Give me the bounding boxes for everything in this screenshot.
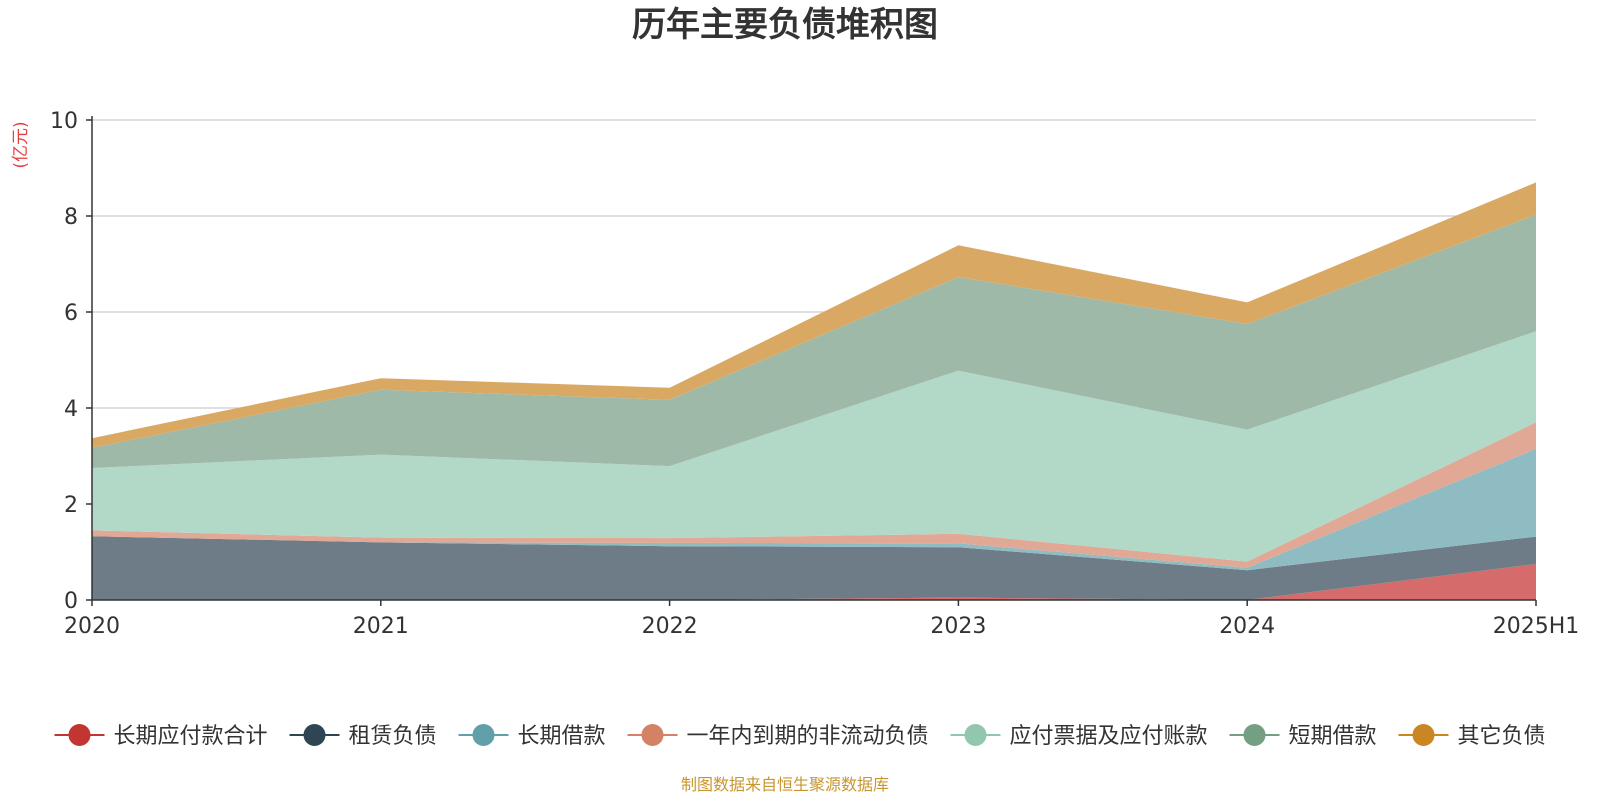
- legend-item-1[interactable]: 租赁负债: [289, 724, 437, 749]
- legend-label: 其它负债: [1458, 724, 1546, 749]
- y-axis-unit-label: (亿元): [11, 121, 31, 168]
- y-tick-label: 4: [64, 397, 78, 422]
- legend-item-6[interactable]: 其它负债: [1398, 724, 1546, 749]
- legend-circle-icon: [472, 724, 495, 746]
- y-tick-label: 8: [64, 205, 78, 230]
- legend-circle-icon: [964, 724, 987, 746]
- legend-circle-icon: [303, 724, 326, 746]
- area-series-3: [92, 422, 1536, 568]
- legend-circle-icon: [68, 724, 91, 746]
- legend-label: 一年内到期的非流动负债: [687, 724, 929, 749]
- data-source-note: 制图数据来自恒生聚源数据库: [681, 775, 889, 794]
- area-series-6: [92, 182, 1536, 448]
- legend-item-5[interactable]: 短期借款: [1229, 724, 1377, 749]
- legend-item-3[interactable]: 一年内到期的非流动负债: [627, 724, 929, 749]
- area-series-group: [92, 182, 1536, 600]
- legend-label: 短期借款: [1289, 724, 1377, 749]
- area-series-2: [92, 448, 1536, 571]
- legend-label: 租赁负债: [349, 724, 437, 749]
- x-tick-label: 2025H1: [1493, 614, 1580, 639]
- legend-circle-icon: [1243, 724, 1266, 746]
- area-series-5: [92, 214, 1536, 468]
- legend-item-2[interactable]: 长期借款: [458, 724, 606, 749]
- legend-label: 长期借款: [518, 724, 606, 749]
- x-tick-label: 2023: [930, 614, 986, 639]
- legend-circle-icon: [641, 724, 664, 746]
- y-tick-label: 2: [64, 493, 78, 518]
- chart-title: 历年主要负债堆积图: [632, 5, 938, 45]
- legend-circle-icon: [1412, 724, 1435, 746]
- axes: 0 2 4 6 8 10 2020 2021 2022 2023 2024 2025H1: [50, 109, 1579, 639]
- y-tick-label: 0: [64, 589, 78, 614]
- legend-label: 应付票据及应付账款: [1010, 724, 1208, 749]
- legend-item-4[interactable]: 应付票据及应付账款: [950, 724, 1208, 749]
- x-tick-label: 2022: [642, 614, 698, 639]
- y-tick-label: 10: [50, 109, 78, 134]
- legend[interactable]: 长期应付款合计 租赁负债 长期借款 一年内到期的非流动负债 应付票据及应付账款 短期借款 其…: [54, 724, 1546, 749]
- y-tick-label: 6: [64, 301, 78, 326]
- x-tick-label: 2024: [1219, 614, 1275, 639]
- x-tick-label: 2021: [353, 614, 409, 639]
- legend-label: 长期应付款合计: [114, 724, 268, 749]
- x-tick-label: 2020: [64, 614, 120, 639]
- area-series-1: [92, 536, 1536, 600]
- area-series-0: [92, 564, 1536, 600]
- legend-item-0[interactable]: 长期应付款合计: [54, 724, 268, 749]
- area-series-4: [92, 331, 1536, 562]
